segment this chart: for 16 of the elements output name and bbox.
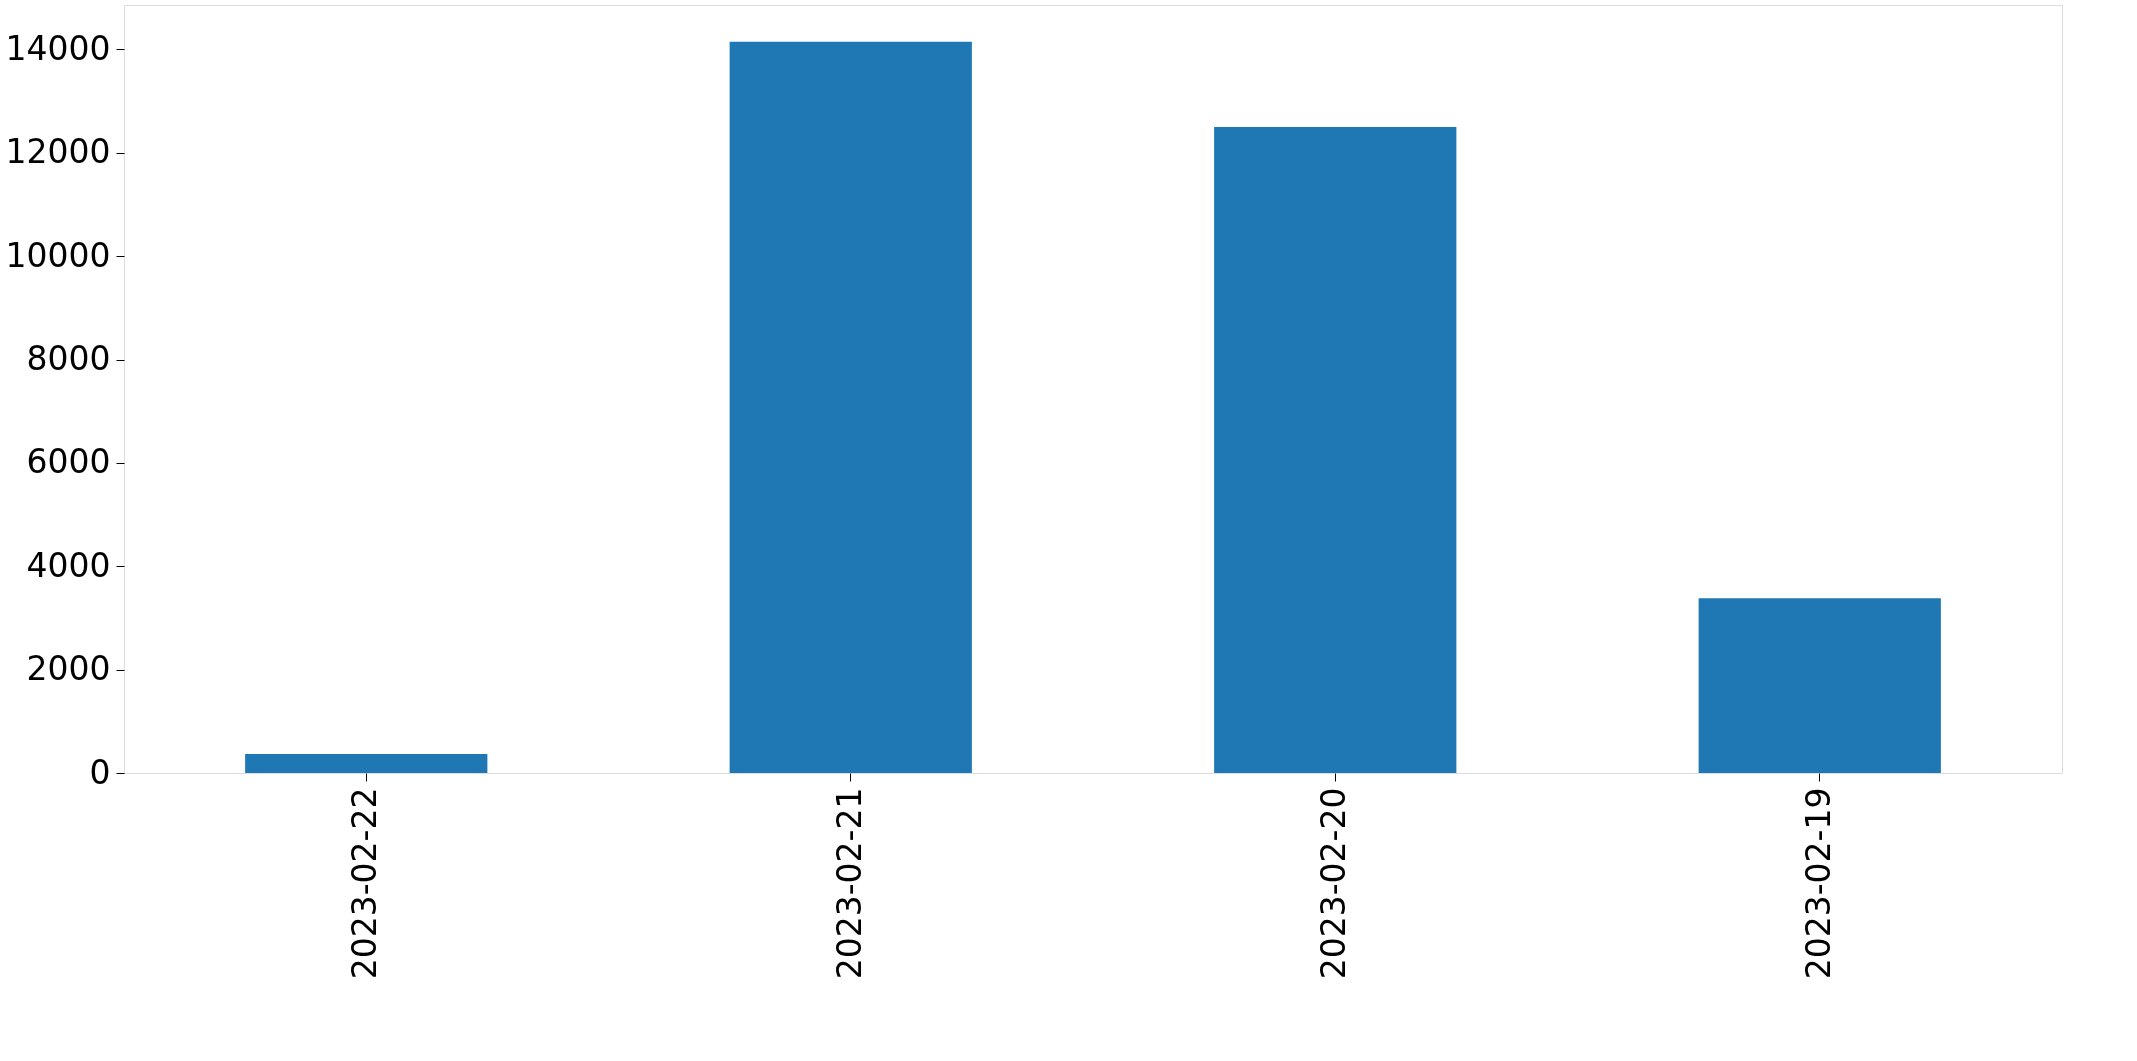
bar <box>1214 126 1457 773</box>
y-tick-label: 12000 <box>5 132 111 172</box>
x-tick-label: 2023-02-19 <box>1798 787 1838 980</box>
y-tick-label: 14000 <box>5 28 111 68</box>
y-tick-label: 2000 <box>26 649 111 689</box>
bar <box>1698 598 1941 773</box>
bar <box>729 41 972 773</box>
x-tick-label: 2023-02-20 <box>1314 787 1354 980</box>
y-tick-label: 10000 <box>5 235 111 275</box>
y-tick-label: 6000 <box>26 442 111 482</box>
x-tick-label: 2023-02-22 <box>345 787 385 980</box>
y-tick-label: 0 <box>89 752 111 792</box>
bar <box>245 753 488 773</box>
y-tick-label: 4000 <box>26 545 111 585</box>
y-tick-label: 8000 <box>26 339 111 379</box>
x-tick-label: 2023-02-21 <box>829 787 869 980</box>
